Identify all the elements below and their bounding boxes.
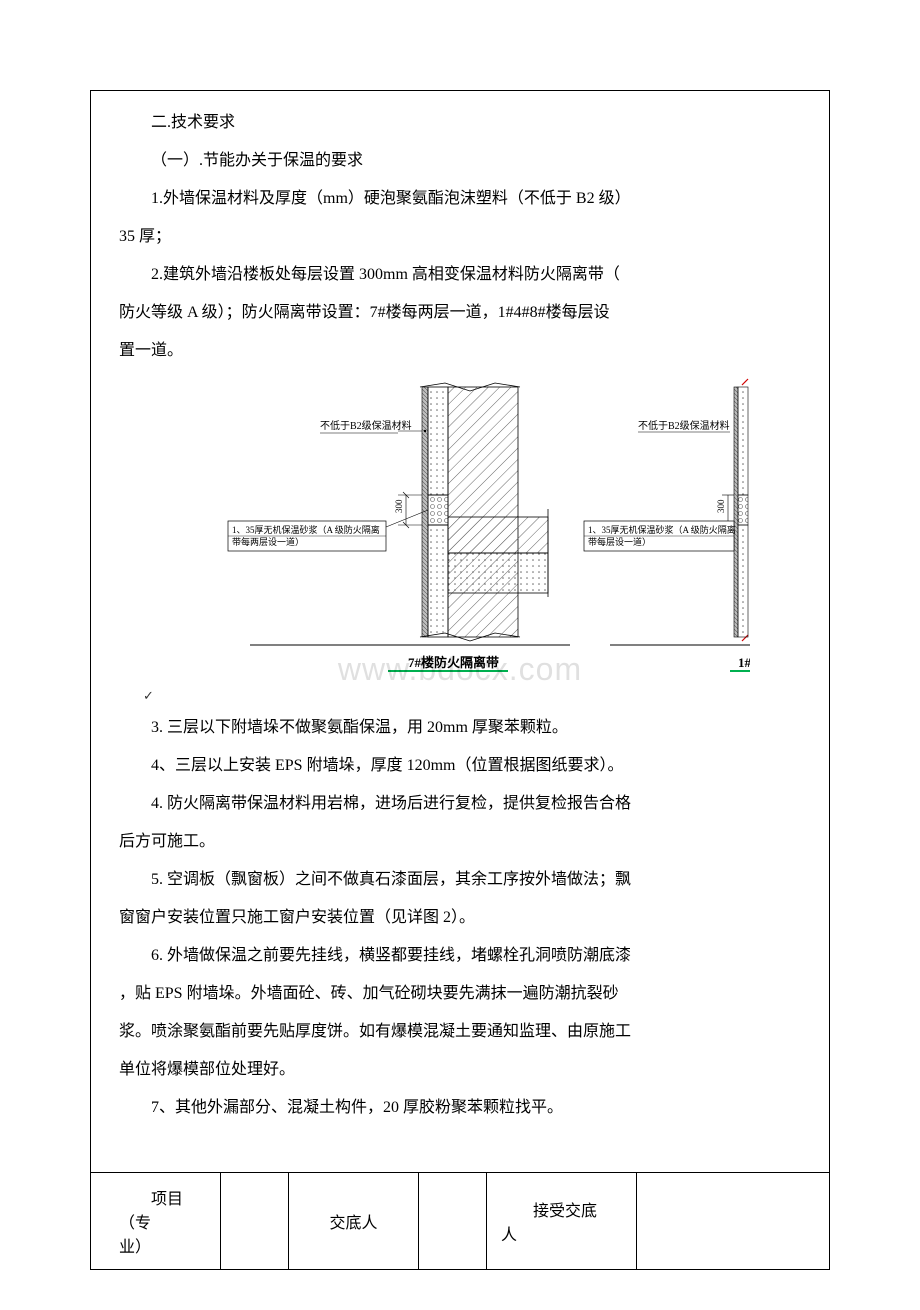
diagram-container: 不低于B2级保温材料3001、35厚无机保温砂浆（A 级防火隔离带每两层设一道）…	[119, 377, 801, 677]
footer-col5-line2: 人	[501, 1221, 597, 1245]
para-8: 7、其他外漏部分、混凝土构件，20 厚胶粉聚苯颗粒找平。	[119, 1094, 801, 1122]
heading-2-1: （一）.节能办关于保温的要求	[119, 147, 801, 175]
svg-text:7#楼防火隔离带: 7#楼防火隔离带	[408, 655, 499, 670]
footer-col-project-value	[221, 1173, 289, 1269]
svg-text:1、35厚无机保温砂浆（A 级防火隔离: 1、35厚无机保温砂浆（A 级防火隔离	[232, 524, 380, 535]
heading-2: 二.技术要求	[119, 109, 801, 137]
footer-col1-line1: 项目（专	[119, 1185, 210, 1233]
page-frame: 二.技术要求 （一）.节能办关于保温的要求 1.外墙保温材料及厚度（mm）硬泡聚…	[90, 90, 830, 1270]
footer-col-project: 项目（专 业）	[91, 1173, 221, 1269]
svg-text:不低于B2级保温材料: 不低于B2级保温材料	[638, 419, 730, 432]
svg-text:带每层设一道）: 带每层设一道）	[588, 536, 651, 547]
content-area: 二.技术要求 （一）.节能办关于保温的要求 1.外墙保温材料及厚度（mm）硬泡聚…	[91, 91, 829, 1172]
para-7-line1: 6. 外墙做保温之前要先挂线，横竖都要挂线，堵螺栓孔洞喷防潮底漆	[119, 942, 801, 970]
para-2-line3: 置一道。	[119, 337, 801, 365]
svg-text:300: 300	[716, 499, 726, 513]
svg-text:不低于B2级保温材料: 不低于B2级保温材料	[320, 419, 412, 432]
para-4: 4、三层以上安装 EPS 附墙垛，厚度 120mm（位置根据图纸要求）。	[119, 752, 801, 780]
footer-col-handover-person: 交底人	[289, 1173, 419, 1269]
footer-col-receiver: 接受交底 人	[487, 1173, 637, 1269]
footer-col-handover-value	[419, 1173, 487, 1269]
svg-text:300: 300	[394, 499, 404, 513]
para-1-line1: 1.外墙保温材料及厚度（mm）硬泡聚氨酯泡沫塑料（不低于 B2 级）	[119, 185, 801, 213]
para-6-line2: 窗窗户安装位置只施工窗户安装位置（见详图 2）。	[119, 904, 801, 932]
para-3: 3. 三层以下附墙垛不做聚氨酯保温，用 20mm 厚聚苯颗粒。	[119, 714, 801, 742]
fire-isolation-diagram: 不低于B2级保温材料3001、35厚无机保温砂浆（A 级防火隔离带每两层设一道）…	[170, 377, 750, 677]
tick-mark: ✓	[119, 685, 801, 708]
para-1-line2: 35 厚；	[119, 223, 801, 251]
para-7-line3: 浆。喷涂聚氨酯前要先贴厚度饼。如有爆模混凝土要通知监理、由原施工	[119, 1018, 801, 1046]
footer-col5-line1: 接受交底	[501, 1197, 597, 1221]
svg-text:带每两层设一道）: 带每两层设一道）	[232, 536, 304, 547]
para-5-line2: 后方可施工。	[119, 828, 801, 856]
para-7-line4: 单位将爆模部位处理好。	[119, 1056, 801, 1084]
para-6-line1: 5. 空调板（飘窗板）之间不做真石漆面层，其余工序按外墙做法；飘	[119, 866, 801, 894]
svg-text:1、35厚无机保温砂浆（A 级防火隔离: 1、35厚无机保温砂浆（A 级防火隔离	[588, 524, 736, 535]
svg-text:1#: 1#	[738, 655, 750, 670]
para-2-line1: 2.建筑外墙沿楼板处每层设置 300mm 高相变保温材料防火隔离带（	[119, 261, 801, 289]
footer-table: 项目（专 业） 交底人 接受交底 人	[91, 1172, 829, 1269]
footer-col1-line2: 业）	[119, 1233, 210, 1257]
footer-col-receiver-value	[637, 1173, 829, 1269]
para-2-line2: 防火等级 A 级）；防火隔离带设置：7#楼每两层一道，1#4#8#楼每层设	[119, 299, 801, 327]
para-5-line1: 4. 防火隔离带保温材料用岩棉，进场后进行复检，提供复检报告合格	[119, 790, 801, 818]
para-7-line2: ，贴 EPS 附墙垛。外墙面砼、砖、加气砼砌块要先满抹一遍防潮抗裂砂	[119, 980, 801, 1008]
